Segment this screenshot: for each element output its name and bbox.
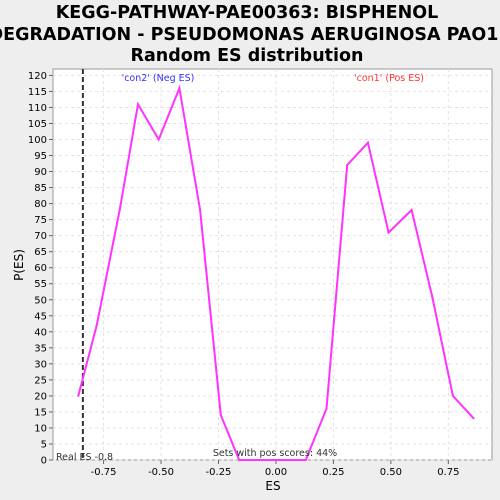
data-point bbox=[258, 459, 261, 461]
data-point bbox=[431, 295, 434, 298]
plot-area bbox=[52, 68, 493, 461]
data-point bbox=[304, 459, 307, 461]
x-tick-label: -0.75 bbox=[91, 467, 117, 478]
y-tick-label: 10 bbox=[34, 423, 47, 434]
data-point bbox=[238, 459, 241, 461]
y-tick-label: 95 bbox=[34, 151, 47, 162]
y-tick-label: 75 bbox=[34, 215, 47, 226]
y-tick-label: 15 bbox=[34, 407, 47, 418]
y-tick-label: 35 bbox=[34, 343, 47, 354]
chart-title: KEGG-PATHWAY-PAE00363: BISPHENOL DEGRADA… bbox=[0, 3, 500, 66]
neg-es-label: 'con2' (Neg ES) bbox=[122, 73, 195, 84]
x-tick-label: -0.50 bbox=[148, 467, 174, 478]
data-point bbox=[77, 394, 80, 397]
x-tick-label: 0.00 bbox=[265, 467, 287, 478]
data-point bbox=[410, 209, 413, 212]
data-point bbox=[366, 141, 369, 144]
data-point bbox=[387, 231, 390, 234]
x-axis-label: ES bbox=[265, 479, 280, 493]
y-tick-label: 80 bbox=[34, 199, 47, 210]
y-tick-label: 85 bbox=[34, 183, 47, 194]
data-point bbox=[451, 394, 454, 397]
y-tick-label: 60 bbox=[34, 263, 47, 274]
y-tick-label: 5 bbox=[41, 439, 47, 450]
data-point bbox=[118, 209, 121, 212]
series-points bbox=[77, 87, 475, 461]
x-tick-label: 0.25 bbox=[322, 467, 344, 478]
y-axis-label: P(ES) bbox=[12, 249, 26, 281]
real-es-label: Real ES -0.8 bbox=[56, 452, 113, 463]
title-line-3: Random ES distribution bbox=[130, 46, 363, 66]
x-tick-label: 0.75 bbox=[437, 467, 459, 478]
title-line-1: KEGG-PATHWAY-PAE00363: BISPHENOL bbox=[56, 3, 439, 23]
x-tick-label: 0.50 bbox=[380, 467, 402, 478]
y-tick-label: 0 bbox=[41, 456, 47, 467]
data-point bbox=[325, 407, 328, 410]
data-point bbox=[178, 87, 181, 90]
data-point bbox=[346, 164, 349, 167]
title-line-2: DEGRADATION - PSEUDOMONAS AERUGINOSA PAO… bbox=[0, 25, 500, 45]
data-point bbox=[281, 459, 284, 461]
y-tick-label: 40 bbox=[34, 327, 47, 338]
series-line bbox=[77, 84, 475, 461]
data-point bbox=[199, 209, 202, 212]
pos-es-label: 'con1' (Pos ES) bbox=[354, 73, 424, 84]
y-tick-label: 20 bbox=[34, 391, 47, 402]
pos-scores-label: Sets with pos scores: 44% bbox=[213, 448, 337, 459]
y-tick-label: 90 bbox=[34, 167, 47, 178]
y-tick-label: 25 bbox=[34, 375, 47, 386]
data-point bbox=[137, 103, 140, 106]
y-tick-label: 50 bbox=[34, 295, 47, 306]
y-tick-label: 100 bbox=[28, 135, 47, 146]
x-tick-label: -0.25 bbox=[206, 467, 232, 478]
y-tick-label: 45 bbox=[34, 311, 47, 322]
data-point bbox=[219, 414, 222, 417]
y-tick-label: 55 bbox=[34, 279, 47, 290]
y-tick-label: 30 bbox=[34, 359, 47, 370]
y-tick-label: 65 bbox=[34, 247, 47, 258]
y-tick-label: 70 bbox=[34, 231, 47, 242]
y-tick-label: 120 bbox=[28, 71, 47, 82]
data-point bbox=[472, 417, 475, 420]
y-tick-label: 110 bbox=[28, 103, 47, 114]
data-point bbox=[157, 138, 160, 141]
y-tick-label: 115 bbox=[28, 87, 47, 98]
axis-ticks: 0 5 10 15 20 25 30 35 40 45 50 55 60 65 70 75 80 85 90 95 10… bbox=[28, 71, 460, 478]
y-tick-label: 105 bbox=[28, 119, 47, 130]
data-point bbox=[95, 324, 98, 327]
